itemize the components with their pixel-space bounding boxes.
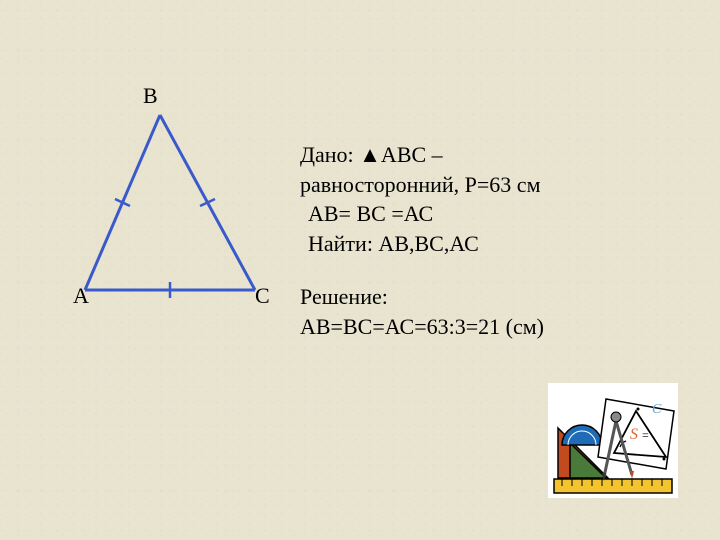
svg-text:S: S xyxy=(630,426,638,443)
vertex-label-b: B xyxy=(143,83,158,109)
vertex-label-c: C xyxy=(255,283,270,309)
given-line3: АВ= ВС =АС xyxy=(308,199,660,229)
given-line1: Дано: ▲АВС – xyxy=(300,140,660,170)
solution-line1: Решение: xyxy=(300,282,680,312)
svg-text:C: C xyxy=(652,402,662,417)
solution-block: Решение: АВ=ВС=АС=63:3=21 (см) xyxy=(300,282,680,341)
math-tools-clipart: C S = xyxy=(548,383,678,498)
clipart-svg: C S = xyxy=(548,383,678,498)
vertex-label-a: A xyxy=(73,283,89,309)
solution-line2: АВ=ВС=АС=63:3=21 (см) xyxy=(300,312,680,342)
given-line2: равносторонний, Р=63 см xyxy=(300,170,660,200)
triangle-figure: A B C xyxy=(75,95,285,305)
svg-text:=: = xyxy=(642,428,649,442)
given-block: Дано: ▲АВС – равносторонний, Р=63 см АВ=… xyxy=(300,140,660,259)
triangle-svg xyxy=(75,95,285,305)
ruler-icon xyxy=(554,479,672,493)
given-line4: Найти: АВ,ВС,АС xyxy=(308,229,660,259)
